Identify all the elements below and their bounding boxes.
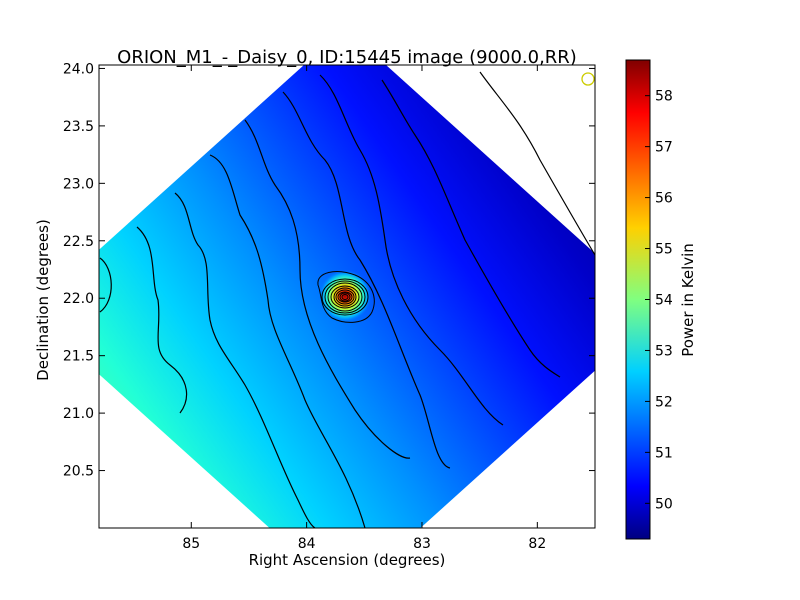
beam-marker bbox=[581, 72, 595, 86]
colorbar-tick-label: 53 bbox=[655, 343, 673, 359]
contour-background bbox=[99, 257, 112, 313]
colorbar-label: Power in Kelvin bbox=[679, 243, 697, 357]
y-axis-ticks: 20.5 21.0 21.5 22.0 22.5 23.0 23.5 24.0 bbox=[63, 61, 595, 480]
y-axis-label: Declination (degrees) bbox=[34, 219, 52, 381]
colorbar-tick-label: 54 bbox=[655, 293, 673, 309]
y-tick-label: 24.0 bbox=[63, 61, 94, 77]
colorbar-tick-label: 56 bbox=[655, 191, 673, 207]
y-tick-label: 23.5 bbox=[63, 119, 94, 135]
contour-source bbox=[335, 289, 355, 305]
contour-source bbox=[341, 294, 349, 300]
contour-background bbox=[136, 226, 188, 414]
contour-background bbox=[209, 154, 366, 528]
axes-frame bbox=[98, 64, 596, 529]
contour-lines bbox=[99, 71, 595, 528]
colorbar-tick-label: 52 bbox=[655, 394, 673, 410]
contour-background bbox=[319, 74, 504, 426]
colorbar-tick-label: 57 bbox=[655, 140, 673, 156]
contour-background bbox=[381, 79, 561, 378]
contour-background bbox=[282, 91, 451, 469]
contour-source bbox=[330, 285, 360, 309]
colorbar-tick-label: 51 bbox=[655, 445, 673, 461]
y-tick-label: 20.5 bbox=[63, 464, 94, 480]
colorbar-tick-label: 55 bbox=[655, 242, 673, 258]
y-tick-label: 21.0 bbox=[63, 406, 94, 422]
contour-background bbox=[479, 71, 595, 256]
x-tick-label: 84 bbox=[298, 536, 316, 552]
contour-background bbox=[244, 119, 411, 459]
contour-background bbox=[174, 192, 316, 528]
heatmap-layer bbox=[99, 65, 595, 528]
contour-source bbox=[324, 280, 366, 314]
y-tick-label: 22.5 bbox=[63, 234, 94, 250]
y-tick-label: 22.0 bbox=[63, 291, 94, 307]
x-tick-label: 83 bbox=[413, 536, 431, 552]
colorbar-ticks: 50 51 52 53 54 55 56 57 58 bbox=[645, 89, 673, 512]
x-axis-ticks: 85 84 83 82 bbox=[182, 65, 546, 552]
contour-source bbox=[317, 271, 375, 323]
contour-source bbox=[321, 278, 369, 316]
colorbar-tick-label: 58 bbox=[655, 89, 673, 105]
contour-source bbox=[333, 287, 357, 307]
contour-source bbox=[337, 291, 353, 303]
x-tick-label: 85 bbox=[182, 536, 200, 552]
y-tick-label: 23.0 bbox=[63, 176, 94, 192]
contour-source bbox=[317, 271, 375, 323]
x-axis-label: Right Ascension (degrees) bbox=[249, 551, 446, 569]
contour-source bbox=[327, 282, 363, 312]
colorbar-tick-label: 50 bbox=[655, 496, 673, 512]
y-tick-label: 21.5 bbox=[63, 349, 94, 365]
chart-title: ORION_M1_-_Daisy_0, ID:15445 image (9000… bbox=[117, 47, 577, 68]
x-tick-label: 82 bbox=[528, 536, 546, 552]
source-hotspot bbox=[319, 270, 371, 322]
contour-source bbox=[339, 292, 351, 302]
